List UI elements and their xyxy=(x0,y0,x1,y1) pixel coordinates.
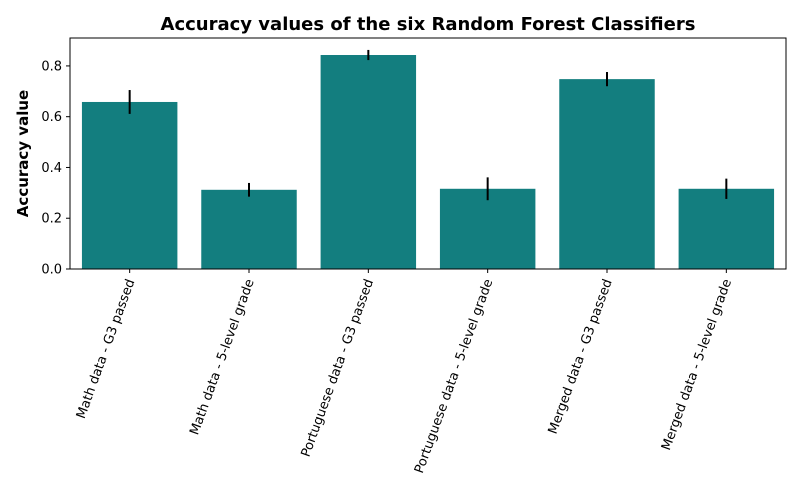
x-tick-label: Math data - 5-level grade xyxy=(187,277,257,437)
bar xyxy=(678,188,775,269)
x-tick-label: Merged data - 5-level grade xyxy=(659,277,735,452)
y-tick-label: 0.8 xyxy=(41,59,62,74)
x-tick-label: Portuguese data - G3 passed xyxy=(299,277,377,459)
y-tick-label: 0.4 xyxy=(41,161,62,176)
chart-title: Accuracy values of the six Random Forest… xyxy=(161,14,696,35)
y-tick-label: 0.2 xyxy=(41,212,62,227)
plot-frame xyxy=(69,37,787,270)
y-tick-label: 0.0 xyxy=(41,263,62,278)
bars-group xyxy=(81,55,775,269)
bar xyxy=(201,189,297,269)
y-axis-label: Accuracy value xyxy=(14,90,32,217)
bar xyxy=(559,79,655,269)
y-axis-ticks: 0.0 0.2 0.4 0.6 0.8 xyxy=(41,59,70,278)
bar xyxy=(320,55,417,269)
x-axis-ticks: Math data - G3 passed Math data - 5-level… xyxy=(74,269,735,475)
error-bars-group xyxy=(128,49,728,201)
bar xyxy=(81,101,178,269)
x-tick-label: Merged data - G3 passed xyxy=(546,277,616,436)
bar xyxy=(439,188,536,269)
y-tick-label: 0.6 xyxy=(41,110,62,125)
x-tick-label: Math data - G3 passed xyxy=(74,277,139,421)
x-tick-label: Portuguese data - 5-level grade xyxy=(412,277,496,475)
